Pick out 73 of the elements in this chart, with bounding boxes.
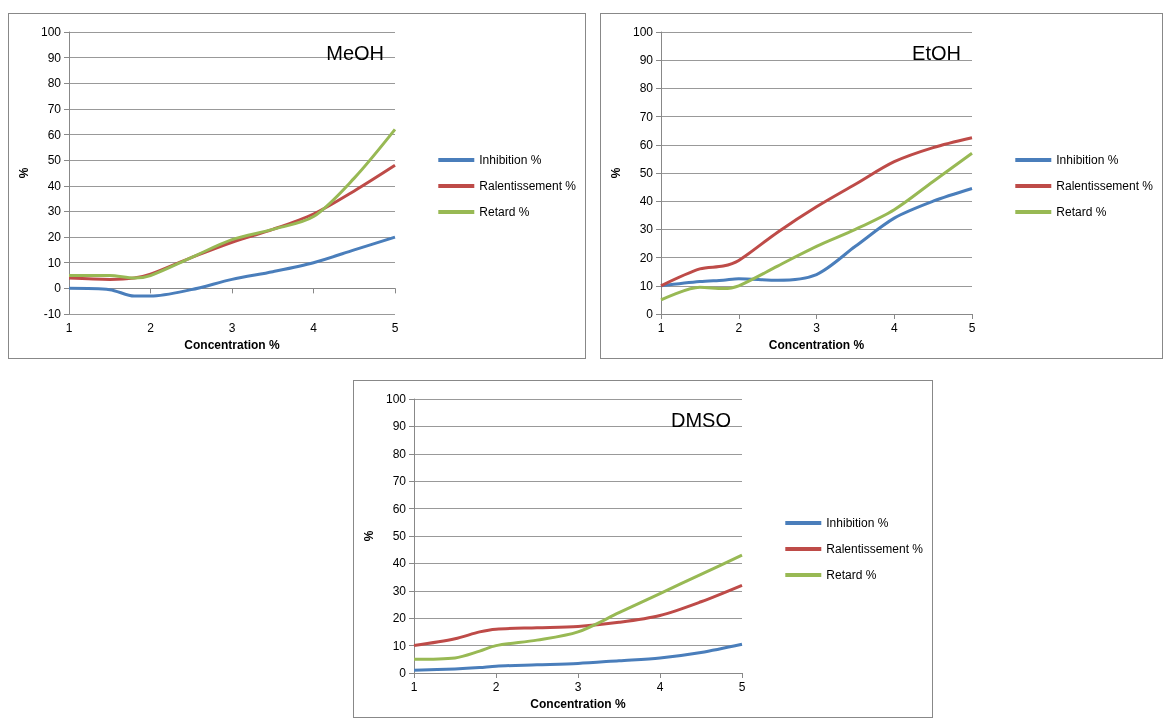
legend-label: Retard % (826, 568, 877, 582)
y-tick-label: 90 (392, 419, 407, 434)
y-tick-label: 80 (639, 81, 654, 96)
legend-label: Inhibition % (1056, 153, 1119, 167)
legend-label: Ralentissement % (479, 179, 577, 193)
legend-label: Inhibition % (826, 516, 889, 530)
y-tick-label: 30 (47, 204, 62, 219)
legend-label: Retard % (1056, 205, 1107, 219)
x-axis-title: Concentration % (184, 337, 280, 352)
text: MeOH (326, 42, 385, 64)
y-tick-label: 60 (47, 127, 62, 142)
legend-label: Ralentissement % (1056, 179, 1154, 193)
x-tick-label: 2 (492, 680, 500, 694)
y-tick-label: 30 (639, 222, 654, 237)
y-axis-title: % (17, 167, 32, 179)
y-tick-label: 10 (639, 278, 654, 293)
y-tick-label: 80 (392, 446, 407, 461)
line-series (67, 127, 397, 280)
line-series (659, 151, 974, 302)
y-tick-label: 50 (47, 153, 62, 168)
y-tick-label: 20 (47, 230, 62, 245)
line-series (659, 136, 974, 288)
x-tick-label: 5 (738, 680, 746, 694)
x-tick-label: 2 (735, 321, 743, 335)
y-tick-label: 60 (639, 137, 654, 152)
y-tick-label: 100 (632, 25, 654, 39)
x-tick-label: 3 (813, 321, 821, 335)
x-tick-label: 1 (65, 321, 73, 335)
legend-label: Inhibition % (479, 153, 542, 167)
y-tick-label: 0 (54, 281, 62, 296)
y-tick-label: 90 (639, 53, 654, 68)
x-tick-label: 2 (147, 321, 155, 335)
line-series (412, 583, 744, 648)
text: DMSO (671, 409, 731, 431)
y-tick-label: 70 (639, 109, 654, 124)
x-tick-label: 1 (657, 321, 665, 335)
y-tick-label: 90 (47, 50, 62, 65)
y-tick-label: 60 (392, 501, 407, 516)
legend-label: Retard % (479, 205, 530, 219)
y-tick-label: 20 (639, 250, 654, 265)
y-tick-label: 100 (40, 25, 62, 39)
y-tick-label: 0 (399, 666, 407, 680)
y-tick-label: 0 (646, 307, 654, 321)
legend-label: Ralentissement % (826, 542, 924, 556)
x-tick-label: 4 (310, 321, 318, 335)
x-tick-label: 4 (890, 321, 898, 335)
y-tick-label: 50 (392, 529, 407, 543)
y-tick-label: 20 (392, 611, 407, 626)
y-axis-title: % (362, 530, 377, 542)
line-series (67, 235, 397, 298)
x-axis-title: Concentration % (530, 696, 626, 711)
y-tick-label: 10 (392, 638, 407, 653)
x-tick-label: 4 (656, 680, 664, 694)
y-tick-label: 70 (47, 101, 62, 116)
line-series (412, 553, 744, 661)
y-tick-label: 40 (47, 178, 62, 193)
x-tick-label: 3 (574, 680, 582, 694)
y-tick-label: 100 (385, 392, 407, 406)
y-tick-label: 10 (47, 255, 62, 270)
y-tick-label: 80 (47, 76, 62, 91)
y-tick-label: 40 (639, 194, 654, 209)
x-tick-label: 5 (391, 321, 399, 335)
x-axis-title: Concentration % (768, 337, 865, 352)
y-tick-label: 70 (392, 474, 407, 489)
y-tick-label: 50 (639, 166, 654, 180)
text: EtOH (912, 42, 962, 64)
y-tick-label: 30 (392, 583, 407, 598)
x-tick-label: 5 (968, 321, 976, 335)
x-tick-label: 3 (228, 321, 236, 335)
x-tick-label: 1 (410, 680, 418, 694)
y-tick-label: -10 (43, 307, 62, 321)
y-axis-title: % (609, 167, 624, 179)
y-tick-label: 40 (392, 556, 407, 571)
